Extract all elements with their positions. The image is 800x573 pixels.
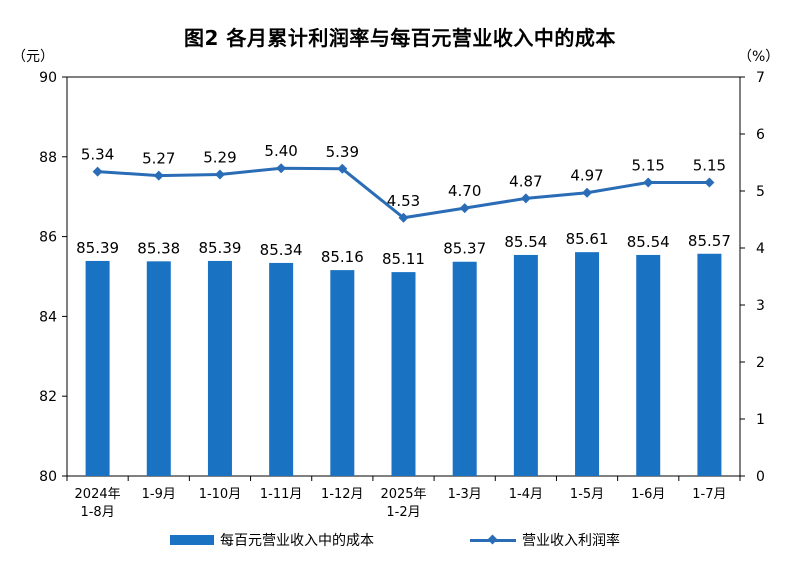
x-axis-tick-label: 1-10月: [199, 487, 242, 502]
bar-cost: [391, 272, 416, 476]
line-data-label: 5.29: [203, 148, 236, 166]
right-axis-tick-label: 1: [756, 412, 765, 428]
line-data-label: 5.15: [632, 156, 665, 174]
bar-cost: [330, 270, 355, 476]
right-axis-tick-label: 6: [756, 127, 765, 143]
bar-data-label: 85.61: [566, 230, 609, 248]
line-point-profit-rate: [459, 203, 470, 214]
left-axis-tick-label: 80: [39, 469, 57, 485]
line-point-profit-rate: [582, 187, 593, 198]
bar-cost: [269, 262, 294, 476]
line-data-label: 5.27: [142, 150, 175, 168]
bar-data-label: 85.38: [137, 239, 180, 257]
line-point-profit-rate: [153, 170, 164, 181]
bar-cost: [146, 261, 171, 476]
bar-data-label: 85.54: [627, 233, 670, 251]
line-point-profit-rate: [92, 166, 103, 177]
line-point-profit-rate: [337, 163, 348, 174]
bar-data-label: 85.11: [382, 250, 425, 268]
line-point-profit-rate: [704, 177, 715, 188]
left-axis-tick-label: 90: [39, 70, 57, 86]
x-axis-tick-label: 1-12月: [321, 487, 364, 502]
line-point-profit-rate: [398, 212, 409, 223]
legend: 每百元营业收入中的成本 营业收入利润率: [0, 530, 800, 554]
bar-data-label: 85.37: [443, 240, 486, 258]
line-data-label: 5.34: [81, 146, 114, 164]
line-point-profit-rate: [214, 169, 225, 180]
line-data-label: 4.97: [570, 167, 603, 185]
line-data-label: 5.15: [693, 156, 726, 174]
left-axis-tick-label: 88: [39, 150, 57, 166]
x-axis-tick-label: 1-3月: [448, 487, 482, 502]
line-data-label: 4.87: [509, 172, 542, 190]
right-axis-tick-label: 3: [756, 298, 765, 314]
bar-data-label: 85.16: [321, 248, 364, 266]
left-axis-tick-label: 86: [39, 230, 57, 246]
line-point-profit-rate: [520, 193, 531, 204]
x-axis-tick-label: 1-8月: [80, 505, 114, 520]
bar-cost: [207, 260, 232, 476]
bar-data-label: 85.34: [260, 241, 303, 259]
line-point-profit-rate: [643, 177, 654, 188]
right-axis-tick-label: 7: [756, 70, 765, 86]
bar-cost: [636, 254, 661, 476]
right-axis-tick-label: 5: [756, 184, 765, 200]
legend-label-profit-rate: 营业收入利润率: [522, 533, 620, 549]
bar-cost: [513, 254, 538, 476]
bar-data-label: 85.54: [504, 233, 547, 251]
x-axis-tick-label: 1-4月: [509, 487, 543, 502]
x-axis-tick-label: 2025年: [380, 487, 426, 502]
chart-title: 图2 各月累计利润率与每百元营业收入中的成本: [184, 26, 616, 50]
left-axis-tick-label: 84: [39, 309, 57, 325]
bar-cost: [575, 252, 600, 476]
right-axis-unit: （%）: [738, 49, 780, 65]
bar-data-label: 85.57: [688, 232, 731, 250]
right-axis-tick-label: 4: [756, 241, 765, 257]
line-point-profit-rate: [276, 163, 287, 174]
bar-data-label: 85.39: [76, 239, 119, 257]
bar-cost: [697, 253, 722, 476]
x-axis-tick-label: 1-11月: [260, 487, 303, 502]
legend-label-cost: 每百元营业收入中的成本: [220, 533, 374, 549]
legend-line-swatch: [470, 535, 516, 545]
bar-cost: [452, 261, 477, 476]
x-axis-tick-label: 1-5月: [570, 487, 604, 502]
legend-item-profit-rate: 营业收入利润率: [470, 530, 620, 550]
x-axis-tick-label: 1-6月: [631, 487, 665, 502]
x-axis-tick-label: 1-7月: [692, 487, 726, 502]
line-data-label: 5.39: [326, 143, 359, 161]
x-axis-tick-label: 1-9月: [142, 487, 176, 502]
line-data-label: 4.53: [387, 192, 420, 210]
right-axis-tick-label: 2: [756, 355, 765, 371]
x-axis-tick-label: 2024年: [75, 487, 121, 502]
legend-item-cost: 每百元营业收入中的成本: [170, 530, 374, 550]
bar-cost: [85, 260, 110, 476]
x-axis-tick-label: 1-2月: [386, 505, 420, 520]
right-axis-tick-label: 0: [756, 469, 765, 485]
line-data-label: 5.40: [264, 142, 297, 160]
line-data-label: 4.70: [448, 182, 481, 200]
left-axis-unit: （元）: [12, 49, 54, 65]
legend-bar-swatch: [170, 535, 214, 545]
bar-data-label: 85.39: [198, 239, 241, 257]
left-axis-tick-label: 82: [39, 389, 57, 405]
